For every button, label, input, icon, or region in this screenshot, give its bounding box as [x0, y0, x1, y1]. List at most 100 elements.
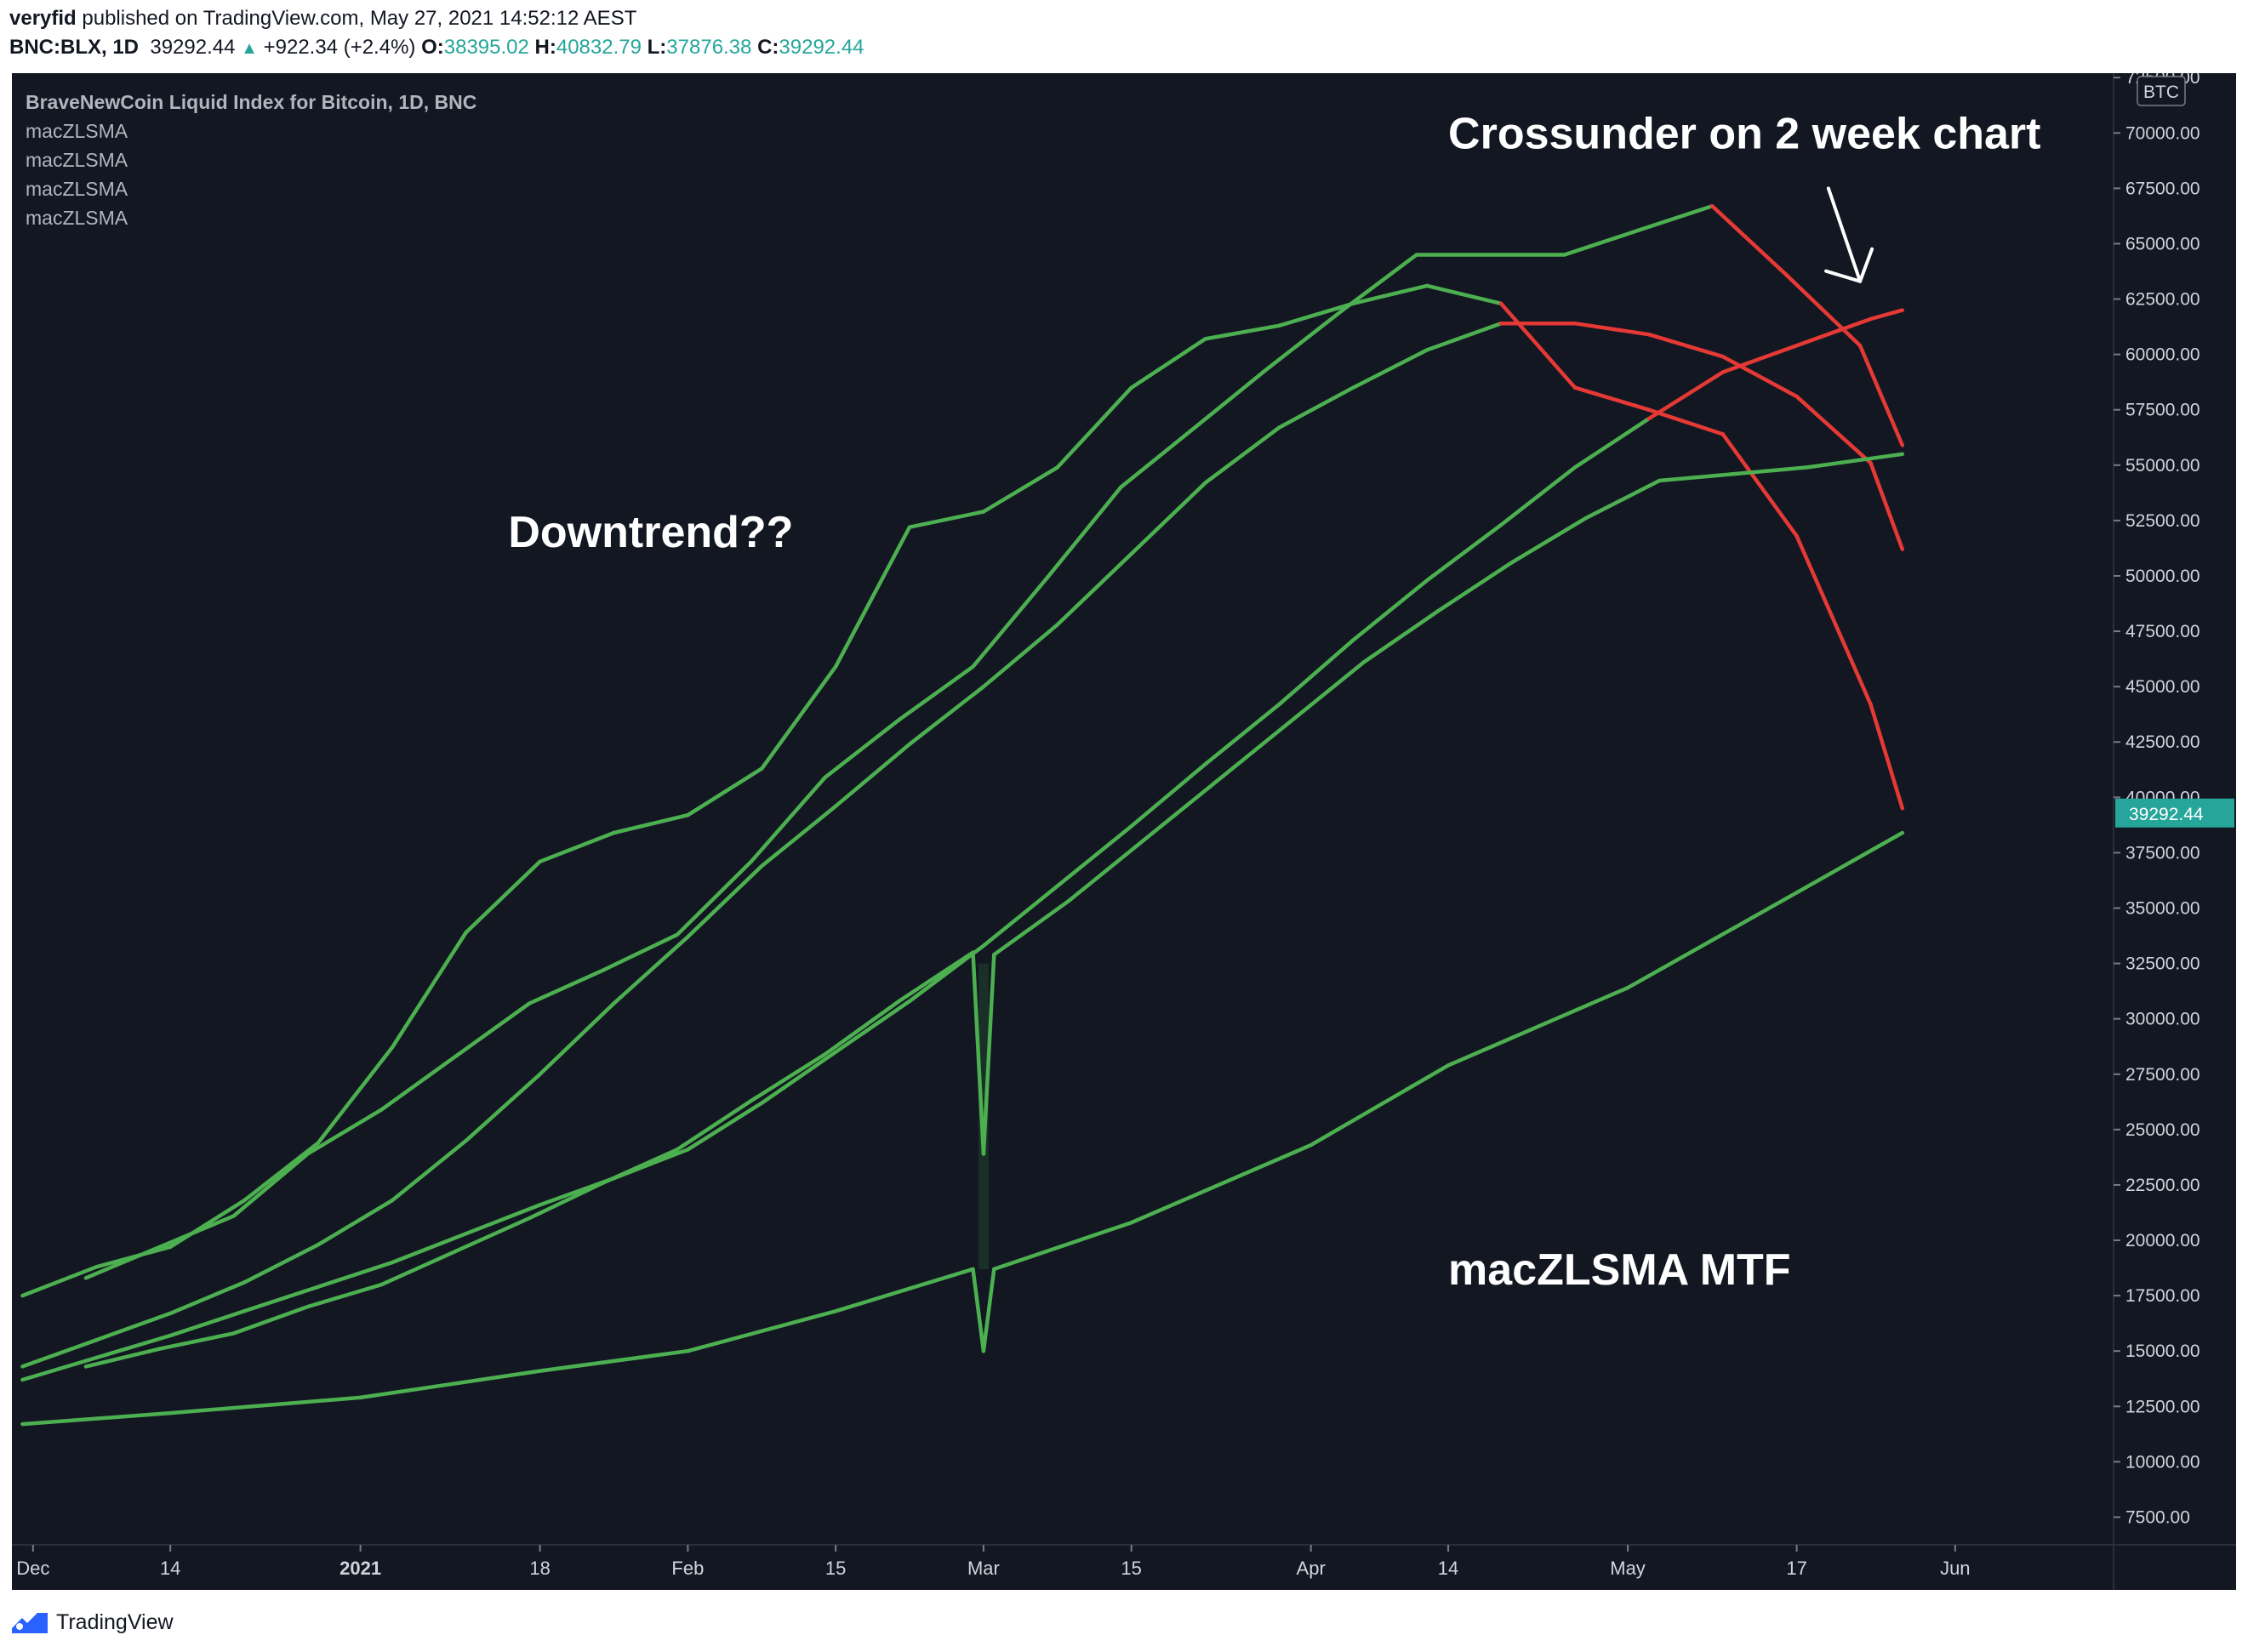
y-tick-label: 20000.00: [2125, 1231, 2200, 1250]
series-segment: [1424, 283, 1503, 306]
series-segment: [686, 1101, 764, 1152]
y-tick-label: 27500.00: [2125, 1065, 2200, 1085]
series-segment: [1287, 660, 1366, 725]
series-segment: [1646, 407, 1726, 436]
annotation-arrow: [1826, 186, 1863, 283]
series-segment: [1065, 840, 1144, 903]
tradingview-brand[interactable]: TradingView: [10, 1609, 174, 1636]
series-segment: [1213, 720, 1292, 784]
series-segment: [94, 1311, 173, 1342]
legend-item: macZLSMA: [26, 178, 128, 200]
x-tick-label: 14: [160, 1558, 180, 1579]
low-value: 37876.38: [666, 36, 752, 59]
series-segment: [464, 859, 542, 935]
series-segment: [390, 930, 468, 1050]
series-segment: [1657, 471, 1736, 483]
series-segment: [971, 576, 1049, 669]
series-segment: [1361, 609, 1440, 664]
chart-header: veryfid published on TradingView.com, Ma…: [0, 0, 2248, 71]
y-tick-label: 32500.00: [2125, 954, 2200, 974]
y-tick-label: 52500.00: [2125, 511, 2200, 531]
series-segment: [1583, 478, 1662, 521]
x-tick-label: 17: [1786, 1558, 1806, 1579]
chart-title: BraveNewCoin Liquid Index for Bitcoin, 1…: [26, 91, 476, 113]
low-label: L:: [647, 36, 667, 59]
series-segment: [981, 884, 1060, 948]
series-segment: [1340, 253, 1419, 312]
series-segment: [612, 935, 690, 1005]
currency-badge: [2137, 76, 2186, 106]
series-segment: [1509, 516, 1588, 565]
series-segment: [833, 525, 912, 669]
y-tick-label: 37500.00: [2125, 843, 2200, 863]
price-chart[interactable]: Downtrend?? Crossunder on 2 week chart mac…: [12, 73, 2236, 1590]
series-segment: [231, 1152, 310, 1218]
x-tick-label: Dec: [16, 1558, 49, 1579]
series-segment: [1646, 332, 1726, 359]
series-segment: [390, 1138, 468, 1203]
series-segment: [379, 1249, 458, 1287]
series-segment: [390, 1231, 468, 1265]
series-segment: [20, 1410, 173, 1427]
high-label: H:: [534, 36, 556, 59]
macZLSMA-series-1: [20, 283, 1905, 1298]
series-segment: [601, 1148, 680, 1185]
y-tick-label: 30000.00: [2125, 1010, 2200, 1029]
author-name[interactable]: veryfid: [9, 7, 77, 30]
series-segment: [823, 717, 901, 780]
series-segment: [833, 742, 912, 808]
series-segment: [1572, 416, 1652, 470]
series-segment: [686, 1309, 838, 1353]
macZLSMA-series-4: [20, 308, 1905, 1382]
series-segment: [242, 1285, 321, 1313]
series-segment: [1562, 228, 1640, 257]
x-tick-label: 14: [1438, 1558, 1458, 1579]
up-triangle-icon: ▲: [241, 39, 258, 58]
series-segment: [168, 1309, 247, 1338]
series-segment: [1869, 702, 1905, 811]
series-segment: [1446, 985, 1630, 1068]
series-segment: [316, 1260, 395, 1289]
series-segment: [1636, 203, 1715, 233]
y-tick-label: 15000.00: [2125, 1342, 2200, 1361]
y-tick-label: 45000.00: [2125, 677, 2200, 697]
series-segment: [1277, 385, 1355, 430]
publish-info: published on TradingView.com, May 27, 20…: [82, 7, 637, 30]
x-tick-label: 2021: [339, 1558, 381, 1579]
series-segment: [379, 1054, 458, 1112]
series-segment: [305, 1282, 384, 1309]
series-segment: [1055, 551, 1133, 627]
series-segment: [464, 1203, 542, 1236]
series-segment: [1055, 823, 1133, 888]
macZLSMA-series-2: [83, 203, 1905, 1280]
legend-item: macZLSMA: [26, 207, 128, 229]
series-segment: [1119, 425, 1197, 490]
y-tick-label: 7500.00: [2125, 1507, 2190, 1527]
series-segment: [1720, 432, 1799, 538]
y-tick-label: 65000.00: [2125, 234, 2200, 253]
series-segment: [1203, 702, 1281, 766]
series-segment: [1266, 308, 1345, 370]
series-segment: [1869, 308, 1905, 322]
series-segment: [1857, 343, 1905, 447]
series-segment: [1435, 561, 1514, 613]
y-tick-label: 60000.00: [2125, 345, 2200, 365]
series-segment: [686, 863, 764, 939]
series-segment: [1351, 283, 1429, 306]
series-segment: [907, 684, 986, 747]
series-segment: [992, 899, 1070, 957]
series-segment: [242, 1242, 321, 1285]
series-segment: [1351, 578, 1429, 642]
series-segment: [20, 1265, 99, 1298]
chart-area[interactable]: Downtrend?? Crossunder on 2 week chart mac…: [12, 73, 2236, 1590]
x-tick-label: 15: [1121, 1558, 1141, 1579]
series-segment: [1277, 301, 1355, 328]
macZLSMA-series-3: [20, 321, 1905, 1369]
x-tick-label: Feb: [671, 1558, 704, 1579]
y-tick-label: 62500.00: [2125, 290, 2200, 310]
series-segment: [823, 999, 901, 1057]
series-segment: [971, 950, 986, 1156]
series-segment: [1794, 533, 1873, 707]
series-segment: [833, 1267, 975, 1313]
x-tick-label: Apr: [1297, 1558, 1326, 1579]
